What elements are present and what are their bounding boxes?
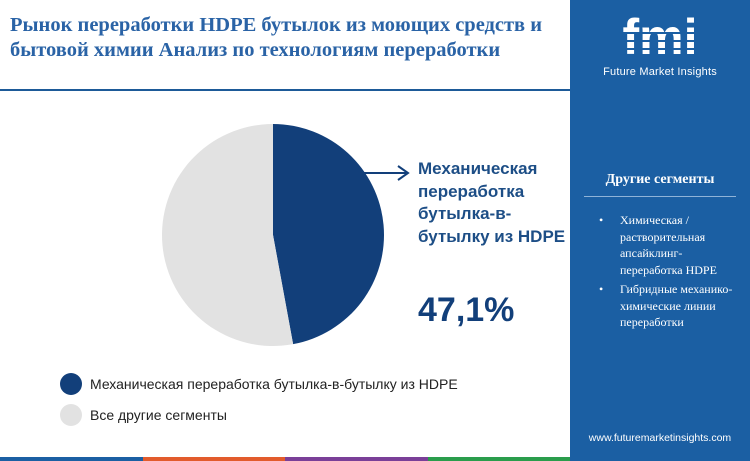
legend-label-other: Все другие сегменты <box>90 407 227 423</box>
title-divider <box>0 89 570 91</box>
callout-arrow-icon <box>346 165 410 181</box>
logo-text: fmi <box>623 10 698 62</box>
pie-chart <box>161 124 384 346</box>
legend-item-other: Все другие сегменты <box>60 404 227 426</box>
side-panel: fmi Future Market Insights Другие сегмен… <box>570 0 750 461</box>
list-item: • Химическая / растворительная апсайклин… <box>590 212 740 279</box>
other-segment-chemical: Химическая / растворительная апсайклинг-… <box>620 213 717 278</box>
other-segments-divider <box>584 196 736 197</box>
footer-color-segment <box>0 457 143 461</box>
legend-item-mechanical: Механическая переработка бутылка-в-бутыл… <box>60 373 458 395</box>
bullet-icon: • <box>599 281 604 296</box>
page-title: Рынок переработки HDPE бутылок из моющих… <box>10 14 543 61</box>
pie-slice-mechanical <box>273 124 384 345</box>
legend-swatch-other <box>60 404 82 426</box>
footer-color-segment <box>427 457 570 461</box>
fmi-logo: fmi <box>612 10 708 62</box>
other-segments-list: • Химическая / растворительная апсайклин… <box>590 212 740 333</box>
logo-caption: Future Market Insights <box>603 66 717 78</box>
footer-color-segment <box>142 457 285 461</box>
footer-color-bar <box>0 457 570 461</box>
bullet-icon: • <box>599 213 604 227</box>
list-item: • Гибридные механико-химические линии пе… <box>590 281 740 331</box>
other-segment-hybrid: Гибридные механико-химические линии пере… <box>620 281 733 330</box>
pie-slice-other <box>161 124 294 346</box>
legend-label-mechanical: Механическая переработка бутылка-в-бутыл… <box>90 376 458 392</box>
footer-color-segment <box>285 457 428 461</box>
callout-label: Механическая переработка бутылка-в-бутыл… <box>418 159 566 246</box>
website-url[interactable]: www.futuremarketinsights.com <box>588 432 732 444</box>
other-segments-heading: Другие сегменты <box>605 172 715 187</box>
legend-swatch-mechanical <box>60 373 82 395</box>
callout-value: 47,1% <box>418 291 515 329</box>
